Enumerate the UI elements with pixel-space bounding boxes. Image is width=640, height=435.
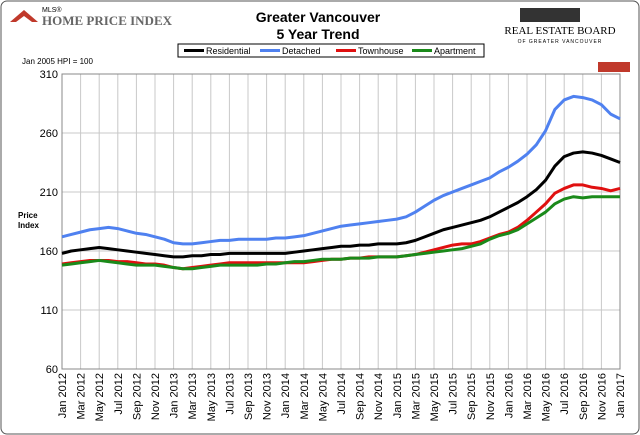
skyline: [520, 8, 580, 22]
x-tick-label: May 2015: [429, 373, 441, 421]
plot-border: [61, 73, 621, 370]
board-sub: OF GREATER VANCOUVER: [518, 39, 603, 45]
x-tick-label: May 2013: [206, 373, 218, 421]
x-tick-label: Mar 2014: [299, 373, 311, 419]
x-tick-label: Sep 2013: [243, 373, 255, 420]
legend-label: Townhouse: [358, 46, 404, 56]
x-tick-label: May 2016: [541, 373, 553, 421]
x-tick-label: Nov 2016: [596, 373, 608, 420]
x-tick-label: Mar 2016: [522, 373, 534, 419]
y-tick-label: 160: [40, 246, 58, 258]
y-axis-label: Price: [18, 211, 38, 220]
x-tick-label: May 2014: [317, 373, 329, 421]
line-series: [61, 150, 621, 259]
x-tick-label: Jan 2012: [57, 373, 69, 418]
board: REAL ESTATE BOARD: [504, 25, 615, 37]
x-tick-label: Jan 2017: [615, 373, 627, 418]
y-tick-label: 310: [40, 69, 58, 81]
x-tick-label: Jul 2014: [336, 373, 348, 415]
x-tick-label: Sep 2016: [578, 373, 590, 420]
x-tick-label: May 2012: [94, 373, 106, 421]
chart-title: Greater Vancouver: [256, 9, 381, 25]
x-tick-label: Jul 2013: [224, 373, 236, 415]
logo-small: MLS®: [42, 6, 62, 14]
x-tick-label: Jan 2016: [503, 373, 515, 418]
x-tick-label: Jul 2015: [448, 373, 460, 415]
x-tick-label: Sep 2015: [466, 373, 478, 420]
badges: [598, 62, 630, 72]
note: Jan 2005 HPI = 100: [22, 57, 93, 66]
x-tick-label: Nov 2013: [262, 373, 274, 420]
x-tick-label: Mar 2013: [187, 373, 199, 419]
x-tick-label: Jan 2015: [392, 373, 404, 418]
y-axis-label: Index: [18, 221, 39, 230]
x-tick-label: Mar 2015: [410, 373, 422, 419]
x-tick-label: Jan 2014: [280, 373, 292, 418]
x-tick-label: Jan 2013: [169, 373, 181, 418]
legend: [177, 43, 485, 58]
x-tick-label: Jul 2012: [113, 373, 125, 415]
chart-subtitle: 5 Year Trend: [276, 26, 359, 42]
x-tick-label: Nov 2015: [485, 373, 497, 420]
x-tick-label: Mar 2012: [76, 373, 88, 419]
x-tick-label: Nov 2012: [150, 373, 162, 420]
y-tick-label: 60: [46, 364, 58, 376]
x-tick-label: Nov 2014: [373, 373, 385, 420]
y-tick-label: 110: [40, 305, 58, 317]
line-series: [61, 94, 621, 246]
x-tick-label: Sep 2012: [131, 373, 143, 420]
legend-label: Residential: [206, 46, 251, 56]
logo: HOME PRICE INDEX: [42, 13, 173, 28]
line-series: [61, 195, 620, 271]
y-tick-label: 210: [40, 187, 58, 199]
legend-label: Apartment: [434, 46, 476, 56]
y-tick-label: 260: [40, 128, 58, 140]
legend-label: Detached: [282, 46, 321, 56]
x-tick-label: Sep 2014: [355, 373, 367, 420]
x-tick-label: Jul 2016: [559, 373, 571, 415]
logo-icon: [10, 10, 38, 22]
